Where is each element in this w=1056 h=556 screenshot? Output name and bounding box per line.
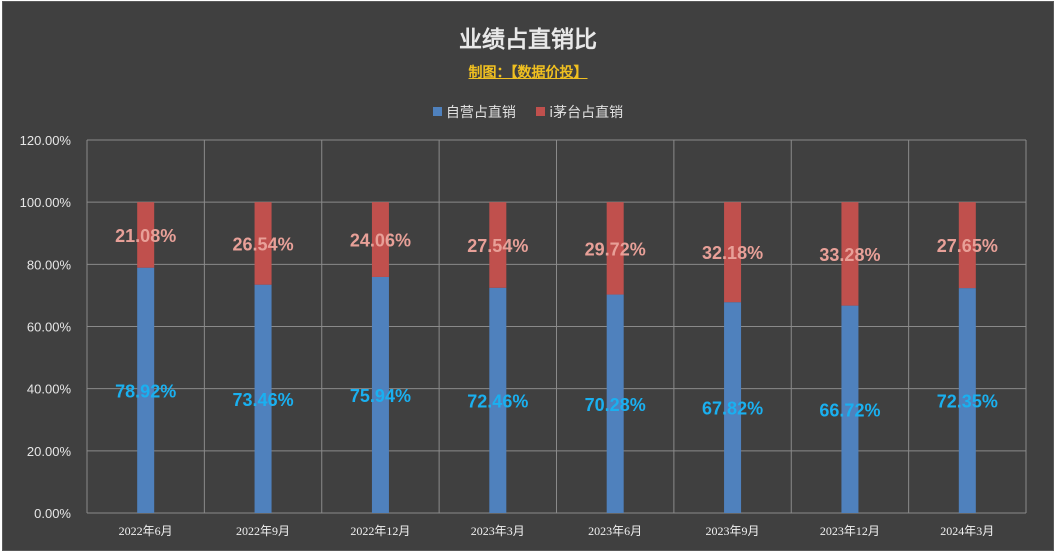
x-tick-label: 2024年3月 <box>940 524 994 538</box>
data-label-imoutai: 33.28% <box>819 245 880 265</box>
bar-imoutai <box>137 202 155 268</box>
x-tick-label: 2022年6月 <box>119 524 173 538</box>
bar-self-operated <box>606 294 624 513</box>
bar-self-operated <box>958 288 976 513</box>
bar-self-operated <box>841 305 859 513</box>
bar-imoutai <box>606 202 624 295</box>
x-tick-label: 2023年12月 <box>820 524 880 538</box>
legend-item-self-operated: 自营占直销 <box>432 102 516 122</box>
bar-imoutai <box>489 202 507 288</box>
bar-imoutai <box>841 202 859 306</box>
bar-self-operated <box>137 267 155 513</box>
data-label-imoutai: 29.72% <box>585 239 646 259</box>
data-label-imoutai: 24.06% <box>350 231 411 251</box>
bar-self-operated <box>489 287 507 513</box>
data-label-self-operated: 72.35% <box>937 392 998 412</box>
legend-swatch-self-operated <box>432 107 442 116</box>
data-label-self-operated: 73.46% <box>233 390 294 410</box>
bar-self-operated <box>724 302 742 513</box>
x-tick-label: 2023年9月 <box>706 524 760 538</box>
legend-label-self-operated: 自营占直销 <box>445 105 516 121</box>
data-label-imoutai: 32.18% <box>702 243 763 263</box>
bar-self-operated <box>371 276 389 513</box>
y-tick-label: 60.00% <box>27 320 72 335</box>
y-tick-label: 80.00% <box>27 257 72 272</box>
bar-imoutai <box>958 202 976 289</box>
data-label-imoutai: 26.54% <box>233 234 294 254</box>
data-label-self-operated: 67.82% <box>702 399 763 419</box>
legend-label-imoutai: i茅台占直销 <box>549 105 624 121</box>
bar-self-operated <box>254 284 272 513</box>
chart-subtitle: 制图：【数据价投】 <box>468 65 588 81</box>
bar-imoutai <box>371 202 389 277</box>
y-tick-label: 40.00% <box>27 382 72 397</box>
data-label-self-operated: 66.72% <box>819 400 880 420</box>
x-tick-label: 2023年3月 <box>471 524 525 538</box>
legend: 自营占直销 i茅台占直销 <box>3 102 1053 122</box>
y-tick-label: 0.00% <box>34 506 71 521</box>
data-label-self-operated: 78.92% <box>115 381 176 401</box>
data-label-imoutai: 27.54% <box>467 236 528 256</box>
y-tick-label: 100.00% <box>20 195 72 210</box>
bar-imoutai <box>254 202 272 285</box>
y-tick-label: 20.00% <box>27 444 72 459</box>
chart-title: 业绩占直销比 <box>459 27 597 53</box>
x-tick-label: 2022年9月 <box>236 524 290 538</box>
data-label-self-operated: 75.94% <box>350 386 411 406</box>
x-tick-label: 2022年12月 <box>350 524 410 538</box>
y-tick-label: 120.00% <box>20 133 72 148</box>
legend-item-imoutai: i茅台占直销 <box>536 102 623 122</box>
data-label-imoutai: 21.08% <box>115 226 176 246</box>
bar-imoutai <box>724 202 742 303</box>
x-tick-label: 2023年6月 <box>588 524 642 538</box>
chart-subtitle-wrap: 制图：【数据价投】 <box>3 62 1053 82</box>
data-label-imoutai: 27.65% <box>937 236 998 256</box>
data-label-self-operated: 70.28% <box>585 395 646 415</box>
legend-swatch-imoutai <box>536 107 546 116</box>
data-label-self-operated: 72.46% <box>467 391 528 411</box>
